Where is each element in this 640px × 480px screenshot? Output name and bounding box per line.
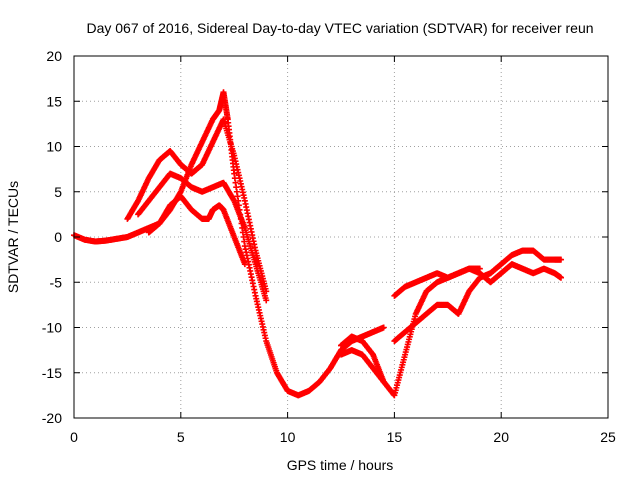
x-tick-label: 10 xyxy=(280,429,296,445)
y-tick-label: -5 xyxy=(50,274,63,290)
data-point xyxy=(380,378,387,385)
x-tick-label: 25 xyxy=(600,429,616,445)
satellite-track-7 xyxy=(391,261,565,299)
tick-labels: 0 5 10 15 20 25 -20 -15 -10 -5 0 5 10 15 20 xyxy=(42,48,616,445)
grid-lines xyxy=(74,56,608,418)
x-tick-label: 5 xyxy=(177,429,185,445)
data-point xyxy=(558,256,565,263)
y-tick-label: 15 xyxy=(46,93,62,109)
x-tick-label: 20 xyxy=(493,429,509,445)
y-tick-label: 5 xyxy=(54,184,62,200)
axis-ticks xyxy=(73,55,609,419)
y-tick-label: 0 xyxy=(54,229,62,245)
x-tick-label: 15 xyxy=(387,429,403,445)
chart-title: Day 067 of 2016, Sidereal Day-to-day VTE… xyxy=(86,20,593,36)
y-tick-label: 20 xyxy=(46,48,62,64)
y-tick-label: -10 xyxy=(42,320,62,336)
data-point xyxy=(380,324,387,331)
data-point xyxy=(558,274,565,281)
y-tick-label: -15 xyxy=(42,365,62,381)
satellite-track-8 xyxy=(338,333,387,385)
data-points xyxy=(71,89,565,399)
x-axis-label: GPS time / hours xyxy=(287,457,394,473)
y-tick-label: 10 xyxy=(46,139,62,155)
data-point xyxy=(263,297,270,304)
x-tick-label: 0 xyxy=(70,429,78,445)
y-tick-label: -20 xyxy=(42,410,62,426)
y-axis-label: SDTVAR / TECUs xyxy=(5,181,21,293)
satellite-track-4 xyxy=(145,193,248,268)
satellite-track-3 xyxy=(135,170,270,304)
satellite-track-6 xyxy=(391,247,565,345)
data-point xyxy=(241,261,248,268)
